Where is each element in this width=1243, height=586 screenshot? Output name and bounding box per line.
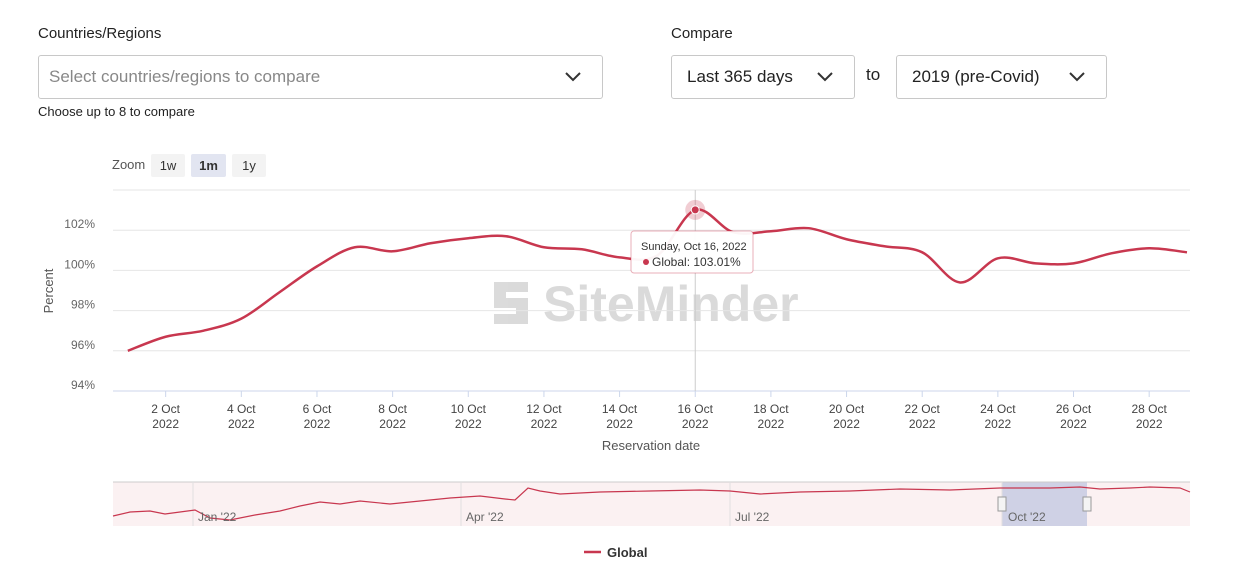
x-tick-label: 16 Oct 2022 bbox=[678, 402, 714, 431]
y-tick-label: 100% bbox=[64, 257, 95, 271]
x-tick-line: 22 Oct bbox=[905, 402, 941, 416]
x-tick-line: 4 Oct bbox=[227, 402, 256, 416]
x-tick-line: 2022 bbox=[758, 417, 785, 431]
chevron bbox=[565, 72, 581, 82]
x-tick-line: 2022 bbox=[455, 417, 482, 431]
tooltip: Sunday, Oct 16, 2022 Global: 103.01% bbox=[630, 230, 754, 274]
x-tick-line: 8 Oct bbox=[378, 402, 407, 416]
x-tick-line: 2022 bbox=[682, 417, 709, 431]
countries-select[interactable]: Select countries/regions to compare bbox=[38, 55, 603, 99]
x-tick-line: 2022 bbox=[379, 417, 406, 431]
x-tick-line: 18 Oct bbox=[753, 402, 789, 416]
x-tick-line: 2022 bbox=[1060, 417, 1087, 431]
x-tick-label: 6 Oct 2022 bbox=[303, 402, 332, 431]
y-tick-label: 94% bbox=[71, 378, 95, 392]
tooltip-box bbox=[630, 230, 754, 274]
x-tick-line: 2022 bbox=[304, 417, 331, 431]
x-tick-label: 24 Oct 2022 bbox=[980, 402, 1016, 431]
zoom-button[interactable]: 1w bbox=[151, 154, 185, 177]
compare-label: Compare bbox=[671, 25, 733, 42]
x-tick-line: 12 Oct bbox=[526, 402, 562, 416]
tooltip-value: Global: 103.01% bbox=[652, 255, 741, 269]
legend-label: Global bbox=[607, 545, 647, 560]
navigator-label: Jul '22 bbox=[735, 510, 770, 524]
navigator-handle[interactable] bbox=[1082, 496, 1092, 512]
x-tick-line: 10 Oct bbox=[451, 402, 487, 416]
x-tick-line: 20 Oct bbox=[829, 402, 865, 416]
y-tick-label: 102% bbox=[64, 217, 95, 231]
x-tick-line: 16 Oct bbox=[678, 402, 714, 416]
x-tick-line: 24 Oct bbox=[980, 402, 1016, 416]
navigator-bg bbox=[113, 482, 1190, 526]
x-tick-label: 18 Oct 2022 bbox=[753, 402, 789, 431]
x-tick-line: 2022 bbox=[1136, 417, 1163, 431]
y-tick-label: 98% bbox=[71, 298, 95, 312]
hover-halo bbox=[685, 199, 706, 220]
y-axis-title: Percent bbox=[41, 268, 56, 313]
countries-label: Countries/Regions bbox=[38, 25, 162, 42]
x-tick-label: 12 Oct 2022 bbox=[526, 402, 562, 431]
period: Last 365 days bbox=[687, 67, 793, 86]
x-tick-label: 14 Oct 2022 bbox=[602, 402, 638, 431]
x-tick-label: 28 Oct 2022 bbox=[1131, 402, 1167, 431]
hover-marker bbox=[690, 205, 700, 215]
baseline-select[interactable]: 2019 (pre-Covid) bbox=[896, 55, 1107, 99]
x-tick-label: 26 Oct 2022 bbox=[1056, 402, 1092, 431]
zoom-button[interactable]: 1m bbox=[191, 154, 226, 177]
navigator-label: Oct '22 bbox=[1008, 510, 1046, 524]
x-tick-line: 2022 bbox=[606, 417, 633, 431]
x-tick-line: 2022 bbox=[909, 417, 936, 431]
to-label: to bbox=[866, 65, 881, 84]
navigator-label: Apr '22 bbox=[466, 510, 504, 524]
help-text: Choose up to 8 to compare bbox=[38, 104, 195, 119]
zoom-label: Zoom bbox=[112, 157, 146, 172]
x-tick-line: 14 Oct bbox=[602, 402, 638, 416]
navigator-line bbox=[112, 486, 1191, 521]
x-axis-title: Reservation date bbox=[602, 438, 700, 453]
navigator-selection bbox=[1002, 482, 1087, 526]
x-tick-label: 2 Oct 2022 bbox=[151, 402, 180, 431]
placeholder: Select countries/regions to compare bbox=[49, 67, 321, 86]
navigator-label: Jan '22 bbox=[198, 510, 237, 524]
chevron bbox=[817, 72, 833, 82]
chevron bbox=[1069, 72, 1085, 82]
x-tick-label: 22 Oct 2022 bbox=[905, 402, 941, 431]
x-tick-line: 2022 bbox=[152, 417, 179, 431]
x-tick-line: 28 Oct bbox=[1131, 402, 1167, 416]
tooltip-date: Sunday, Oct 16, 2022 bbox=[641, 241, 747, 253]
watermark-logo bbox=[494, 282, 528, 324]
series-line bbox=[127, 208, 1188, 352]
x-tick-label: 8 Oct 2022 bbox=[378, 402, 407, 431]
baseline: 2019 (pre-Covid) bbox=[912, 67, 1040, 86]
x-tick-line: 2022 bbox=[985, 417, 1012, 431]
navigator-handle[interactable] bbox=[997, 496, 1007, 512]
x-tick-label: 10 Oct 2022 bbox=[451, 402, 487, 431]
x-tick-label: 20 Oct 2022 bbox=[829, 402, 865, 431]
x-tick-line: 2022 bbox=[531, 417, 558, 431]
x-tick-label: 4 Oct 2022 bbox=[227, 402, 256, 431]
tooltip-dot bbox=[643, 259, 649, 265]
y-tick-label: 96% bbox=[71, 338, 95, 352]
period-select[interactable]: Last 365 days bbox=[671, 55, 855, 99]
watermark: SiteMinder bbox=[494, 276, 799, 332]
watermark-text: SiteMinder bbox=[543, 276, 799, 332]
x-tick-line: 2022 bbox=[833, 417, 860, 431]
x-tick-line: 6 Oct bbox=[303, 402, 332, 416]
zoom-button[interactable]: 1y bbox=[232, 154, 266, 177]
navigator: Jan '22 Apr '22 Jul '22 Oct '22 bbox=[112, 481, 1191, 526]
x-tick-line: 2 Oct bbox=[151, 402, 180, 416]
x-tick-line: 26 Oct bbox=[1056, 402, 1092, 416]
x-tick-line: 2022 bbox=[228, 417, 255, 431]
